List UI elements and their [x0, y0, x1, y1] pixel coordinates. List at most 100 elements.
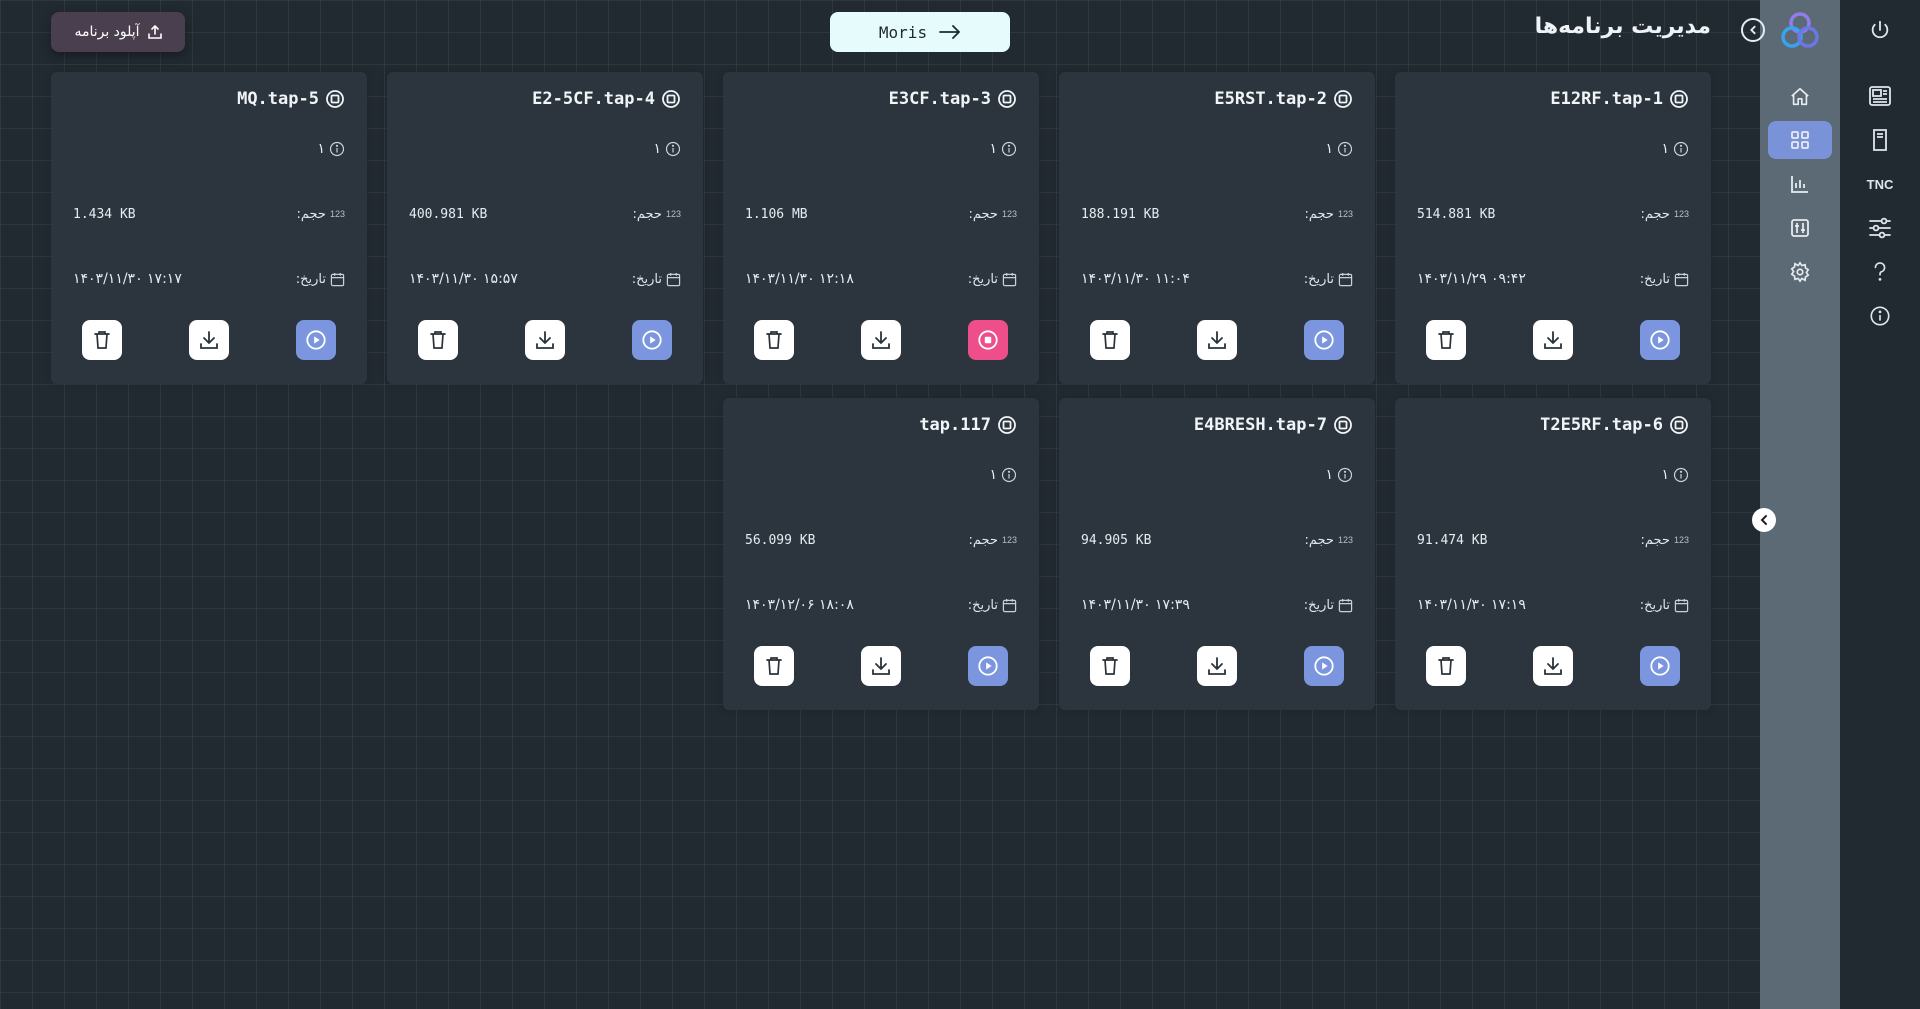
- program-card: 2-E5RST.tap ۱ 123 حجم: 188.191 KB تاریخ:…: [1059, 72, 1375, 384]
- sidebar-item-settings[interactable]: [1768, 253, 1832, 291]
- program-card: 6-T2E5RF.tap ۱ 123 حجم: 91.474 KB تاریخ:…: [1395, 398, 1711, 710]
- calendar-icon: [1338, 598, 1353, 613]
- date-label: تاریخ:: [968, 272, 1017, 287]
- number-icon: 123: [1001, 535, 1017, 545]
- trash-icon: [1437, 330, 1455, 350]
- run-button[interactable]: [968, 646, 1008, 686]
- program-card: 4-E2-5CF.tap ۱ 123 حجم: 400.981 KB تاریخ…: [387, 72, 703, 384]
- help-icon[interactable]: [1840, 254, 1920, 290]
- calendar-icon: [666, 272, 681, 287]
- delete-button[interactable]: [1090, 320, 1130, 360]
- sidebar-item-programs[interactable]: [1768, 121, 1832, 159]
- program-date: ۱۴۰۳/۱۱/۳۰ ‎۱۷:۱۷: [73, 271, 182, 287]
- download-button[interactable]: [861, 646, 901, 686]
- program-date: ۱۴۰۳/۱۱/۳۰ ‎۱۷:۱۹: [1417, 597, 1526, 613]
- calendar-icon: [330, 272, 345, 287]
- size-label: 123 حجم:: [968, 532, 1018, 548]
- trash-icon: [93, 330, 111, 350]
- sliders-icon[interactable]: [1840, 210, 1920, 246]
- program-card: 5-MQ.tap ۱ 123 حجم: 1.434 KB تاریخ: ۱۴۰۳…: [51, 72, 367, 384]
- size-label: 123 حجم:: [632, 206, 682, 222]
- date-label: تاریخ:: [1640, 598, 1689, 613]
- delete-button[interactable]: [1426, 320, 1466, 360]
- date-label: تاریخ:: [296, 272, 345, 287]
- sidebar-item-home[interactable]: [1768, 78, 1832, 116]
- play-icon: [977, 655, 999, 677]
- size-label: 123 حجم:: [1304, 532, 1354, 548]
- date-label: تاریخ:: [1304, 272, 1353, 287]
- page-title: مدیریت برنامه‌ها: [1534, 14, 1711, 39]
- upload-program-button[interactable]: آپلود برنامه: [51, 12, 185, 52]
- sidebar-item-controls[interactable]: [1768, 209, 1832, 247]
- number-icon: 123: [665, 209, 681, 219]
- stop-button[interactable]: [968, 320, 1008, 360]
- run-button[interactable]: [1304, 646, 1344, 686]
- home-icon: [1789, 86, 1811, 108]
- program-card: 1-E12RF.tap ۱ 123 حجم: 514.881 KB تاریخ:…: [1395, 72, 1711, 384]
- download-icon: [1207, 656, 1227, 676]
- download-icon: [1207, 330, 1227, 350]
- download-button[interactable]: [189, 320, 229, 360]
- program-date: ۱۴۰۳/۱۲/۰۶ ‎۱۸:۰۸: [745, 597, 854, 613]
- chevron-left-icon: [1748, 25, 1758, 35]
- run-button[interactable]: [296, 320, 336, 360]
- play-icon: [1313, 329, 1335, 351]
- download-button[interactable]: [861, 320, 901, 360]
- run-button[interactable]: [1640, 646, 1680, 686]
- trash-icon: [1101, 330, 1119, 350]
- size-label: 123 حجم:: [296, 206, 346, 222]
- run-button[interactable]: [1304, 320, 1344, 360]
- delete-button[interactable]: [754, 646, 794, 686]
- delete-button[interactable]: [1090, 646, 1130, 686]
- program-count: ۱: [317, 141, 325, 157]
- download-button[interactable]: [1533, 646, 1573, 686]
- delete-button[interactable]: [1426, 646, 1466, 686]
- program-size: 188.191 KB: [1081, 206, 1160, 222]
- sidebar-toggle-button[interactable]: [1752, 508, 1776, 532]
- download-icon: [199, 330, 219, 350]
- number-icon: 123: [1337, 209, 1353, 219]
- sidebar-item-charts[interactable]: [1768, 165, 1832, 203]
- info-icon: [1673, 141, 1689, 157]
- number-icon: 123: [1673, 535, 1689, 545]
- chip-icon: [1669, 415, 1689, 435]
- delete-button[interactable]: [82, 320, 122, 360]
- power-icon[interactable]: [1840, 12, 1920, 48]
- trash-icon: [765, 656, 783, 676]
- info-icon: [329, 141, 345, 157]
- chip-icon: [997, 415, 1017, 435]
- grid-icon: [1790, 130, 1810, 150]
- date-label: تاریخ:: [1304, 598, 1353, 613]
- program-name: 1-E12RF.tap: [1550, 89, 1663, 109]
- info-icon: [1001, 141, 1017, 157]
- equalizer-icon: [1790, 218, 1810, 238]
- header-collapse-button[interactable]: [1741, 18, 1765, 42]
- moris-button[interactable]: Moris: [830, 12, 1010, 52]
- info-icon[interactable]: [1840, 298, 1920, 334]
- calendar-icon: [1338, 272, 1353, 287]
- run-button[interactable]: [632, 320, 672, 360]
- stop-icon: [977, 329, 999, 351]
- delete-button[interactable]: [754, 320, 794, 360]
- program-date: ۱۴۰۳/۱۱/۳۰ ‎۱۱:۰۴: [1081, 271, 1190, 287]
- tnc-item[interactable]: TNC: [1866, 176, 1894, 192]
- download-button[interactable]: [525, 320, 565, 360]
- run-button[interactable]: [1640, 320, 1680, 360]
- size-label: 123 حجم:: [1640, 532, 1690, 548]
- date-label: تاریخ:: [632, 272, 681, 287]
- download-icon: [871, 656, 891, 676]
- delete-button[interactable]: [418, 320, 458, 360]
- info-icon: [665, 141, 681, 157]
- program-count: ۱: [1661, 141, 1669, 157]
- monitor-panel-icon[interactable]: [1840, 78, 1920, 114]
- program-date: ۱۴۰۳/۱۱/۲۹ ‎۰۹:۴۲: [1417, 271, 1526, 287]
- date-label: تاریخ:: [968, 598, 1017, 613]
- download-button[interactable]: [1197, 320, 1237, 360]
- program-name: 7-E4BRESH.tap: [1193, 415, 1327, 435]
- gear-icon: [1789, 261, 1811, 283]
- download-button[interactable]: [1197, 646, 1237, 686]
- download-button[interactable]: [1533, 320, 1573, 360]
- number-icon: 123: [329, 209, 345, 219]
- memory-card-icon[interactable]: [1840, 122, 1920, 158]
- play-icon: [1313, 655, 1335, 677]
